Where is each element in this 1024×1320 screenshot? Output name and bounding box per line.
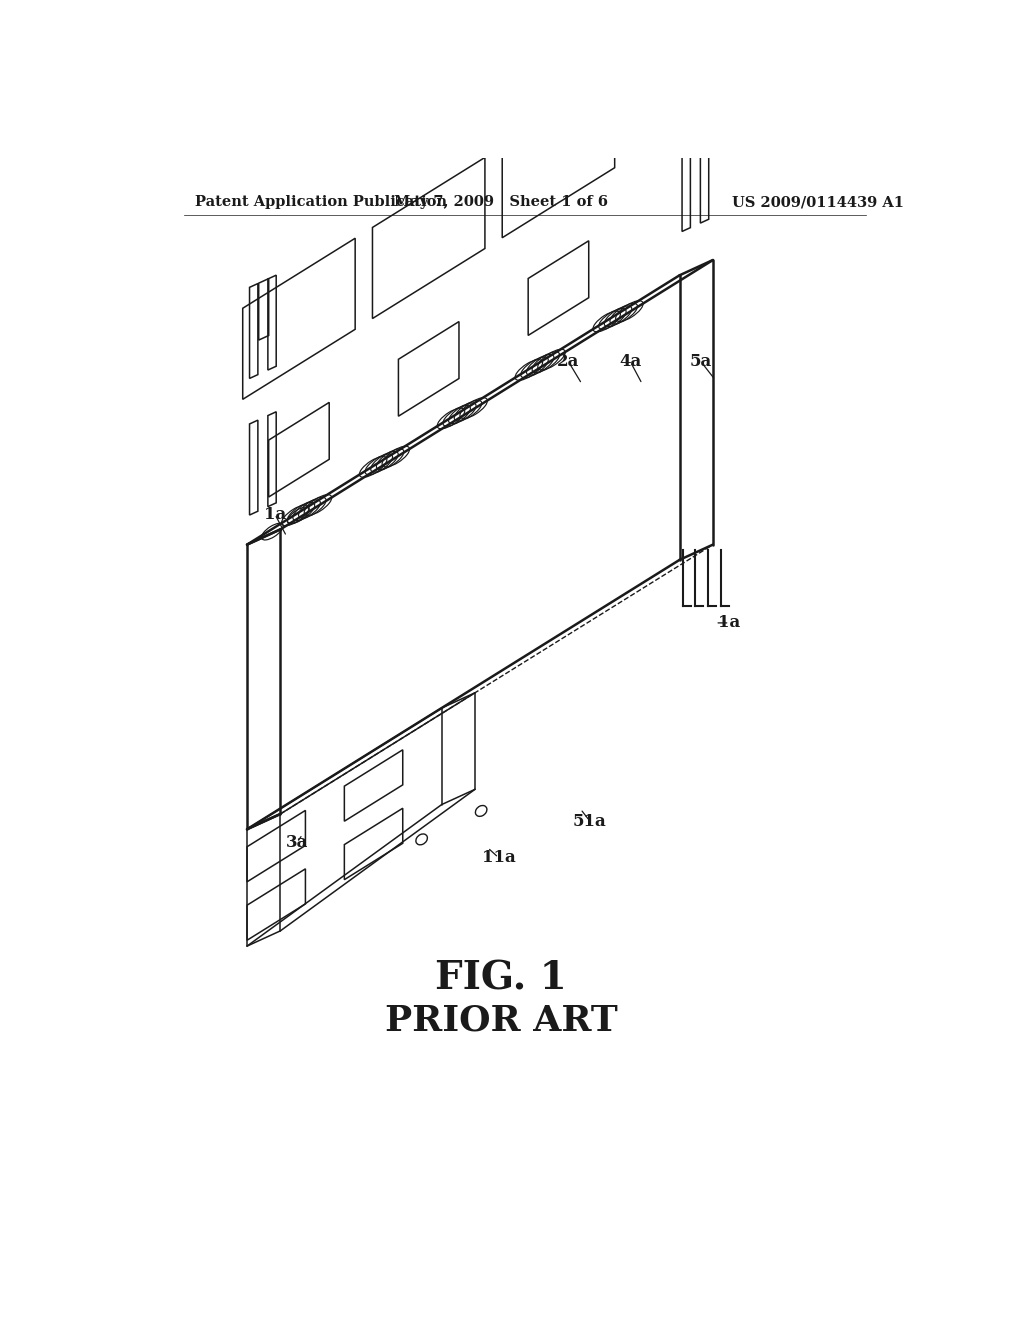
Text: FIG. 1: FIG. 1 [435,960,567,998]
Text: 2a: 2a [557,354,580,370]
Text: PRIOR ART: PRIOR ART [385,1003,617,1038]
Text: 11a: 11a [481,849,515,866]
Text: Patent Application Publication: Patent Application Publication [196,195,447,209]
Text: 4a: 4a [620,354,641,370]
Text: 5a: 5a [690,354,712,370]
Text: 1a: 1a [719,614,740,631]
Text: US 2009/0114439 A1: US 2009/0114439 A1 [732,195,904,209]
Text: May 7, 2009   Sheet 1 of 6: May 7, 2009 Sheet 1 of 6 [394,195,608,209]
Text: 3a: 3a [286,834,308,851]
Text: 1a: 1a [264,506,286,523]
Text: 51a: 51a [573,813,607,829]
